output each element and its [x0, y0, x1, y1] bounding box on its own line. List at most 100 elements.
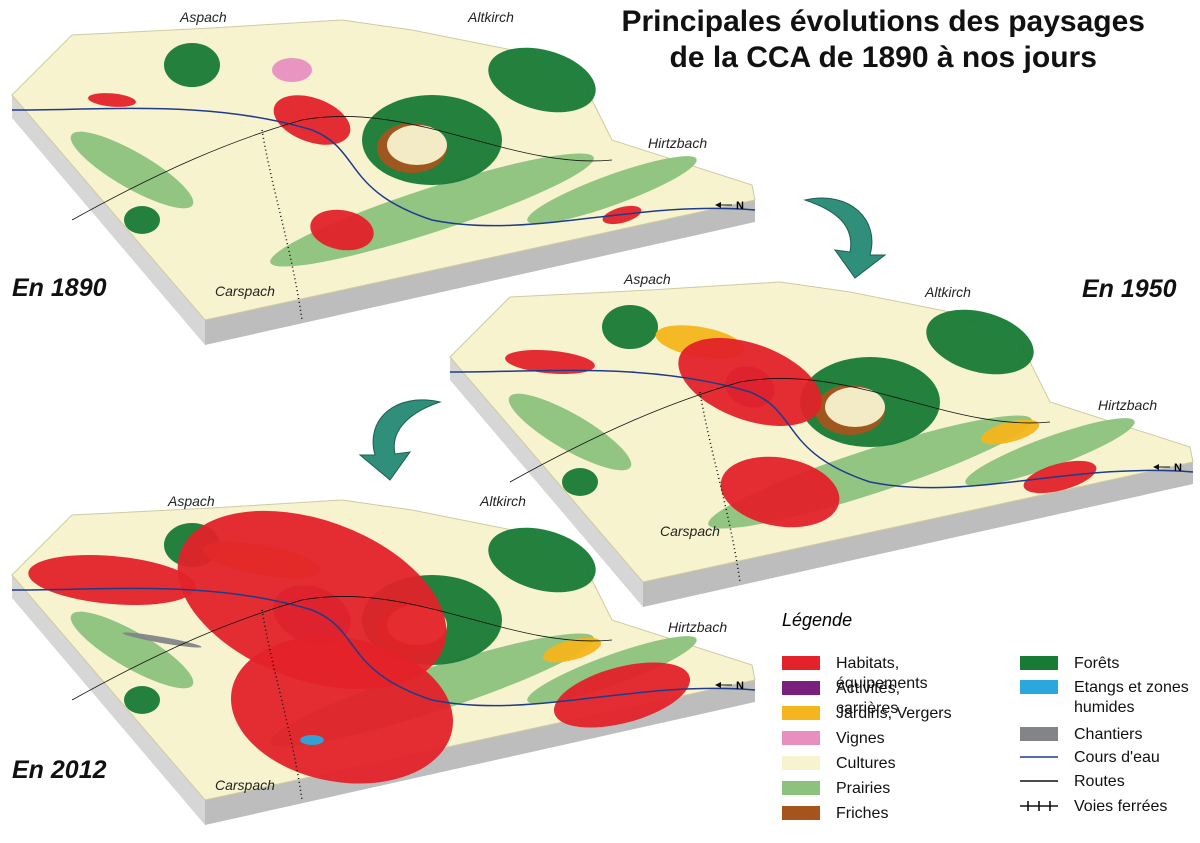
land-patch [272, 58, 312, 82]
legend-item: Activités, carrières [782, 679, 966, 719]
block-diagram: Aspach Altkirch Hirtzbach Carspach En 1950 N [449, 271, 1194, 607]
block-diagram: Aspach Altkirch Hirtzbach Carspach En 2012 N [11, 493, 756, 825]
north-label: N [1174, 462, 1182, 474]
land-patch [965, 418, 1135, 486]
legend-label: Etangs et zones humides [1074, 679, 1189, 716]
land-patch [230, 636, 454, 784]
legend-swatch [1020, 801, 1058, 811]
land-patch [310, 209, 374, 251]
land-patch [980, 419, 1040, 445]
place-label: Aspach [179, 9, 227, 25]
title-line: de la CCA de 1890 à nos jours [669, 41, 1097, 74]
north-arrow-head [715, 682, 721, 688]
land-patch [122, 632, 202, 648]
legend-label: Vignes [836, 730, 885, 747]
place-label: Carspach [215, 283, 275, 299]
legend-item: Cultures [782, 754, 966, 774]
legend-item: Habitats, équipements [782, 654, 966, 694]
land-patch [825, 387, 885, 427]
title-line: Principales évolutions des paysages [621, 5, 1145, 38]
legend-swatch [782, 681, 820, 695]
legend-label: Cours d'eau [1074, 749, 1160, 766]
place-label: Altkirch [924, 284, 971, 300]
legend-swatch [782, 806, 820, 820]
river [11, 107, 756, 227]
legend-item: Cours d'eau [1020, 748, 1200, 768]
legend-label: Habitats, équipements [836, 655, 928, 692]
north-label: N [736, 200, 744, 212]
swatch-fill [782, 656, 820, 670]
side-face [643, 462, 1193, 607]
land-patch [720, 456, 840, 528]
legend-label: Jardins, Vergers [836, 705, 952, 722]
legend-item: Jardins, Vergers [782, 704, 966, 724]
land-patch [164, 43, 220, 87]
legend-label: Cultures [836, 755, 896, 772]
swatch-fill [1020, 727, 1058, 741]
legend-swatch [1020, 756, 1058, 758]
side-face [205, 200, 755, 345]
swatch-fill [1020, 680, 1058, 694]
place-label: Hirtzbach [668, 619, 727, 635]
land-patch [678, 338, 822, 426]
land-patch [488, 527, 596, 593]
north-arrow-head [1153, 464, 1159, 470]
swatch-fill [782, 781, 820, 795]
title: Principales évolutions des paysages de l… [621, 4, 1145, 76]
land-patch [28, 554, 196, 606]
year-label: En 1890 [12, 274, 107, 302]
land-patch [88, 93, 136, 107]
legend-item: Etangs et zones humides [1020, 678, 1200, 718]
river [449, 369, 1194, 489]
side-face [12, 575, 205, 825]
legend-swatch [1020, 680, 1058, 694]
place-label: Aspach [623, 271, 671, 287]
legend-label: Activités, carrières [836, 680, 901, 717]
land-patch [562, 468, 598, 496]
legend-item: Voies ferrées [1020, 797, 1200, 817]
legend-label: Voies ferrées [1074, 798, 1168, 815]
arrow [803, 197, 887, 279]
land-patch [300, 735, 324, 745]
land-patch [488, 47, 596, 113]
legend-swatch [782, 781, 820, 795]
legend-item: Prairies [782, 779, 966, 799]
legend-label: Friches [836, 805, 889, 822]
legend-label: Forêts [1074, 655, 1120, 672]
legend-swatch [782, 731, 820, 745]
land-patch [926, 309, 1034, 375]
road [509, 378, 1051, 483]
place-label: Carspach [660, 523, 720, 539]
place-label: Altkirch [479, 493, 526, 509]
year-label: En 2012 [12, 756, 107, 784]
place-label: Hirtzbach [1098, 397, 1157, 413]
land-patch [505, 349, 595, 375]
land-patch [602, 305, 658, 349]
land-patch [124, 686, 160, 714]
legend-title: Légende [782, 610, 853, 630]
legend-swatch [782, 656, 820, 670]
swatch-fill [782, 681, 820, 695]
land-patch [177, 510, 447, 690]
place-label: Hirtzbach [648, 135, 707, 151]
land-patch [527, 156, 697, 224]
legend-item: Vignes [782, 729, 966, 749]
legend-swatch [1020, 727, 1058, 741]
side-face [450, 357, 643, 607]
side-face [12, 95, 205, 345]
year-label: En 1950 [1082, 275, 1177, 303]
north-label: N [736, 680, 744, 692]
legend-swatch [1020, 780, 1058, 782]
legend-swatch [1020, 656, 1058, 670]
land-patch [508, 393, 632, 471]
block-diagram: Aspach Altkirch Hirtzbach Carspach En 1890 N [11, 9, 756, 345]
river [11, 587, 756, 707]
legend-label: Routes [1074, 773, 1125, 790]
legend-label: Chantiers [1074, 726, 1143, 743]
legend-item: Friches [782, 804, 966, 824]
swatch-fill [782, 806, 820, 820]
legend-label: Prairies [836, 780, 891, 797]
swatch-fill [782, 706, 820, 720]
